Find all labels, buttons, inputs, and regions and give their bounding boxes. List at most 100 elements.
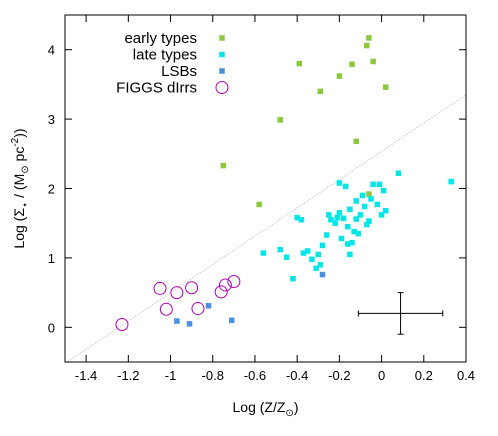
y-tick-label: 3 <box>48 112 55 127</box>
y-axis-title-p0: Log (Σ <box>11 208 27 249</box>
legend-marker <box>219 51 225 58</box>
x-axis-title: Log (Z/Z⊙) <box>233 399 299 419</box>
legend-label: LSBs <box>161 63 197 80</box>
point-late-types <box>349 239 355 246</box>
point-late-types <box>313 265 319 272</box>
x-tick-label: -0.8 <box>202 368 224 383</box>
point-late-types <box>345 241 351 247</box>
point-lsbs <box>174 318 180 324</box>
y-tick-label: 1 <box>48 251 55 266</box>
point-late-types <box>342 183 349 190</box>
point-late-types <box>378 212 385 218</box>
point-figgs-dirrs <box>214 285 228 299</box>
legend-marker <box>215 81 229 94</box>
point-early-types <box>383 84 389 90</box>
point-late-types <box>317 262 324 268</box>
point-late-types <box>326 212 332 218</box>
point-lsbs <box>319 271 326 278</box>
point-late-types <box>370 181 376 188</box>
x-tick-label: 0.4 <box>457 368 475 383</box>
point-late-types <box>368 196 374 202</box>
point-late-types <box>374 201 381 208</box>
point-late-types <box>361 203 368 210</box>
y-axis-title-p3: ⊙ <box>20 165 31 173</box>
data-points <box>115 35 454 332</box>
point-late-types <box>319 242 326 249</box>
point-early-types <box>336 73 343 79</box>
point-late-types <box>353 216 360 222</box>
point-lsbs <box>228 317 235 324</box>
point-late-types <box>359 192 366 199</box>
point-late-types <box>380 187 387 194</box>
point-early-types <box>370 58 376 65</box>
legend-marker <box>219 68 225 74</box>
point-late-types <box>304 248 311 254</box>
point-late-types <box>353 198 360 204</box>
point-late-types <box>347 206 353 213</box>
point-figgs-dirrs <box>218 278 232 292</box>
point-late-types <box>277 246 284 253</box>
point-early-types <box>317 88 324 95</box>
x-axis-title-main: Log (Z/Z <box>233 399 286 415</box>
point-late-types <box>336 180 343 186</box>
y-tick-label: 0 <box>48 320 55 335</box>
point-figgs-dirrs <box>153 281 167 295</box>
plot-frame <box>64 14 467 363</box>
point-figgs-dirrs <box>159 302 173 316</box>
y-axis-title: Log (Σ⋆ / (M⊙ pc-2)) <box>10 128 31 248</box>
point-early-types <box>353 138 360 145</box>
point-late-types <box>351 228 357 235</box>
x-tick-label: -1.2 <box>117 368 139 383</box>
point-late-types <box>448 178 454 185</box>
point-early-types <box>220 162 227 169</box>
point-late-types <box>260 250 267 256</box>
x-tick-label: -0.4 <box>286 368 308 383</box>
point-late-types <box>336 210 343 216</box>
y-axis-title-p4: pc <box>11 147 27 166</box>
point-late-types <box>355 230 362 237</box>
point-late-types <box>334 214 341 221</box>
x-tick-label: 0 <box>378 368 385 383</box>
legend-label: early types <box>124 30 197 47</box>
point-early-types <box>364 42 370 49</box>
x-tick-label: -1 <box>165 368 177 383</box>
point-late-types <box>340 215 347 222</box>
error-bar <box>357 292 444 335</box>
point-late-types <box>383 207 389 214</box>
point-figgs-dirrs <box>185 281 199 295</box>
point-early-types <box>277 117 284 123</box>
point-late-types <box>283 254 290 260</box>
y-tick-label: 4 <box>48 43 55 58</box>
point-late-types <box>290 275 296 282</box>
point-late-types <box>332 220 338 226</box>
point-late-types <box>376 181 383 188</box>
point-early-types <box>256 201 262 208</box>
point-figgs-dirrs <box>227 274 241 288</box>
point-late-types <box>338 235 345 242</box>
point-late-types <box>300 250 307 256</box>
point-figgs-dirrs <box>115 318 129 332</box>
point-late-types <box>315 251 322 258</box>
point-late-types <box>309 256 315 263</box>
x-tick-label: -0.2 <box>328 368 350 383</box>
legend-marker <box>219 35 225 41</box>
y-axis-title-p5: -2 <box>10 137 21 146</box>
point-late-types <box>323 232 330 238</box>
x-axis-title-close: ) <box>294 399 299 415</box>
point-figgs-dirrs <box>170 286 184 300</box>
legend-label: FIGGS dIrrs <box>116 80 197 97</box>
y-axis-title-p1: ⋆ <box>20 202 31 208</box>
point-lsbs <box>186 321 193 327</box>
point-early-types <box>366 191 372 197</box>
point-late-types <box>298 216 305 223</box>
point-late-types <box>328 216 334 223</box>
point-late-types <box>347 251 353 258</box>
point-late-types <box>294 214 300 221</box>
axis-ticks: -1.4 -1.2 -1 -0.8 -0.6 -0.4 -0.2 0 0.2 0.4 0 1 2 3 4 <box>48 15 475 383</box>
x-tick-label: 0.2 <box>415 368 433 383</box>
point-late-types <box>364 221 370 228</box>
reference-line <box>66 94 466 362</box>
legend-label: late types <box>133 47 197 64</box>
y-axis-title-p6: )) <box>11 128 27 137</box>
